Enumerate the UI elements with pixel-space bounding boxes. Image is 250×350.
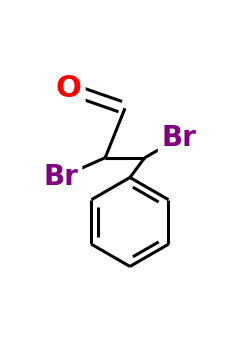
Text: O: O — [55, 74, 81, 103]
Text: Br: Br — [43, 163, 78, 191]
Text: Br: Br — [162, 124, 197, 152]
